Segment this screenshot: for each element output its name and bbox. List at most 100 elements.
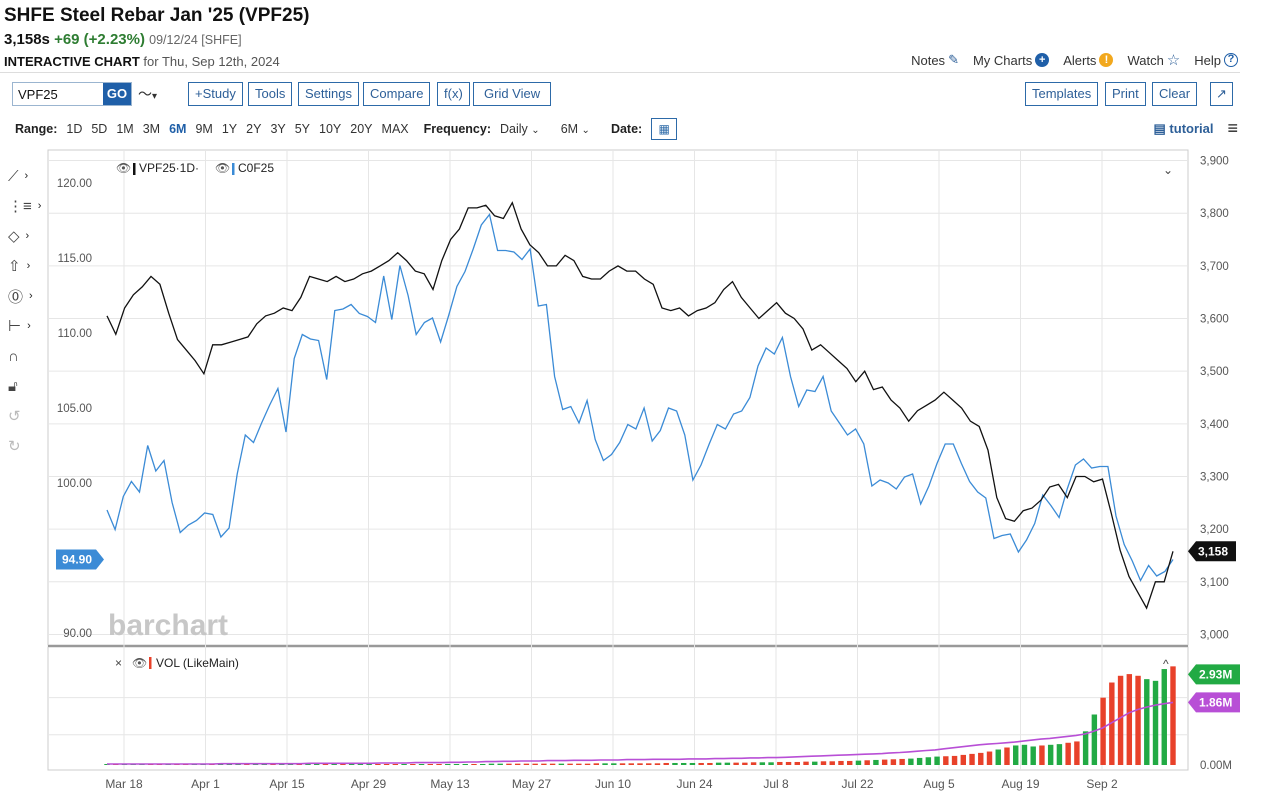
go-button[interactable]: GO — [103, 83, 131, 105]
chevron-down-icon[interactable]: ⌄ — [1163, 163, 1173, 177]
volume-bar — [1126, 674, 1133, 765]
tutorial-link[interactable]: ▤ tutorial — [1154, 121, 1214, 137]
volume-bar — [506, 763, 512, 765]
volume-bar — [654, 763, 661, 765]
eye-icon[interactable]: 👁︎ — [116, 161, 131, 175]
range-option-9m[interactable]: 9M — [195, 122, 213, 136]
notes-link[interactable]: Notes ✎ — [911, 52, 959, 68]
frequency-dropdown[interactable]: Daily ⌄ — [500, 122, 540, 136]
print-button[interactable]: Print — [1105, 82, 1146, 106]
alerts-link[interactable]: Alerts! — [1063, 52, 1114, 68]
grid-view-button[interactable]: Grid View — [473, 82, 552, 106]
tools-button[interactable]: Tools — [248, 82, 293, 106]
volume-last-tag-label: 2.93M — [1199, 667, 1232, 681]
range-option-10y[interactable]: 10Y — [319, 122, 342, 136]
range-option-6m[interactable]: 6M — [169, 122, 187, 136]
volume-bar — [567, 763, 573, 765]
eye-icon[interactable]: 👁︎ — [215, 161, 230, 175]
arrow-tool[interactable]: ⇧ › — [8, 255, 42, 277]
volume-bar — [803, 761, 809, 765]
chevron-up-icon[interactable]: ^ — [1163, 657, 1169, 671]
volume-bar — [742, 762, 748, 765]
templates-button[interactable]: Templates — [1025, 82, 1099, 106]
fx-button[interactable]: f(x) — [437, 82, 470, 106]
study-button[interactable]: +Study — [188, 82, 243, 106]
volume-bar — [462, 763, 468, 765]
range-option-1d[interactable]: 1D — [66, 122, 83, 136]
chart-type-dropdown[interactable]: 〜▾ — [138, 84, 157, 104]
range-option-3y[interactable]: 3Y — [270, 122, 286, 136]
legend-primary[interactable]: VPF25·1D· — [139, 161, 199, 175]
volume-bar — [820, 761, 827, 765]
range-option-20y[interactable]: 20Y — [350, 122, 373, 136]
volume-bar — [663, 762, 669, 765]
redo-tool[interactable]: ↻ — [8, 435, 42, 457]
alerts-label: Alerts — [1063, 52, 1097, 68]
lock-tool[interactable]: 🔓︎ — [8, 375, 42, 397]
quote-meta: 09/12/24 [SHFE] — [149, 33, 242, 47]
range-options: 1D 5D 1M 3M 6M 9M 1Y 2Y 3Y 5Y 10Y 20Y MAX — [66, 122, 408, 136]
range-option-max[interactable]: MAX — [381, 122, 409, 136]
date-label: Date: — [610, 122, 643, 136]
fib-tool[interactable]: ⋮≡ › — [8, 195, 42, 217]
range-option-2y[interactable]: 2Y — [246, 122, 262, 136]
circle-label-icon: ⓪ — [8, 288, 24, 306]
x-tick-label: Aug 5 — [923, 777, 955, 791]
right-tick-label: 3,900 — [1200, 156, 1229, 168]
legend-compare[interactable]: C0F25 — [238, 161, 274, 175]
settings-button[interactable]: Settings — [298, 82, 359, 106]
volume-bar — [846, 760, 853, 765]
clear-button[interactable]: Clear — [1152, 82, 1198, 106]
watch-link[interactable]: Watch ☆ — [1127, 51, 1180, 69]
left-tick-label: 105.00 — [57, 403, 92, 415]
range-option-1y[interactable]: 1Y — [221, 122, 238, 136]
redo-icon: ↻ — [8, 438, 21, 455]
instrument-title: SHFE Steel Rebar Jan '25 (VPF25) — [4, 5, 310, 26]
range-option-5y[interactable]: 5Y — [294, 122, 311, 136]
range-option-3m[interactable]: 3M — [142, 122, 161, 136]
symbol-input[interactable] — [13, 83, 103, 105]
x-tick-label: Apr 29 — [351, 777, 387, 791]
left-tick-label: 110.00 — [58, 328, 92, 340]
tutorial-label: tutorial — [1169, 120, 1214, 136]
compare-button[interactable]: Compare — [363, 82, 431, 106]
range-option-1m[interactable]: 1M — [116, 122, 134, 136]
calendar-icon[interactable]: ▦ — [651, 118, 678, 140]
volume-bar — [611, 763, 617, 765]
shape-tool[interactable]: ◇ › — [8, 225, 42, 247]
period-dropdown[interactable]: 6M ⌄ — [561, 122, 590, 136]
expand-button[interactable]: ↗ — [1210, 82, 1233, 106]
volume-bar — [873, 759, 879, 765]
volume-bar — [532, 763, 538, 765]
x-tick-label: Jul 22 — [841, 777, 873, 791]
compare-price-tag — [56, 549, 104, 570]
volume-bar — [340, 764, 346, 765]
interactive-chart-date: for Thu, Sep 12th, 2024 — [143, 54, 280, 69]
label-tool[interactable]: ⓪ › — [8, 285, 42, 307]
volume-bar — [1082, 731, 1089, 765]
right-tick-label: 3,100 — [1200, 577, 1229, 589]
volume-avg-tag — [1188, 692, 1240, 713]
eye-icon[interactable]: 👁︎ — [132, 656, 147, 670]
range-option-5d[interactable]: 5D — [91, 122, 108, 136]
chevron-right-icon: › — [26, 260, 31, 272]
undo-tool[interactable]: ↺ — [8, 405, 42, 427]
close-icon[interactable]: × — [115, 656, 122, 670]
chevron-down-icon: ▾ — [152, 91, 158, 102]
frequency-value: Daily — [500, 122, 528, 136]
legend-volume[interactable]: VOL (LikeMain) — [156, 656, 239, 670]
magnet-tool[interactable]: ∩ — [8, 345, 42, 367]
volume-bar — [549, 763, 556, 765]
volume-bar — [637, 763, 643, 765]
measure-tool[interactable]: ⊢ › — [8, 315, 42, 337]
volume-bar — [1135, 675, 1141, 765]
legend-swatch-primary — [133, 163, 136, 175]
volume-bar — [1013, 745, 1019, 765]
help-link[interactable]: Help? — [1194, 53, 1238, 68]
line-tool[interactable]: ⟋ › — [8, 165, 42, 187]
menu-icon[interactable]: ≡ — [1227, 118, 1238, 138]
my-charts-link[interactable]: My Charts + — [973, 53, 1050, 68]
volume-bar — [908, 758, 914, 765]
measure-tool-icon: ⊢ — [8, 318, 22, 335]
